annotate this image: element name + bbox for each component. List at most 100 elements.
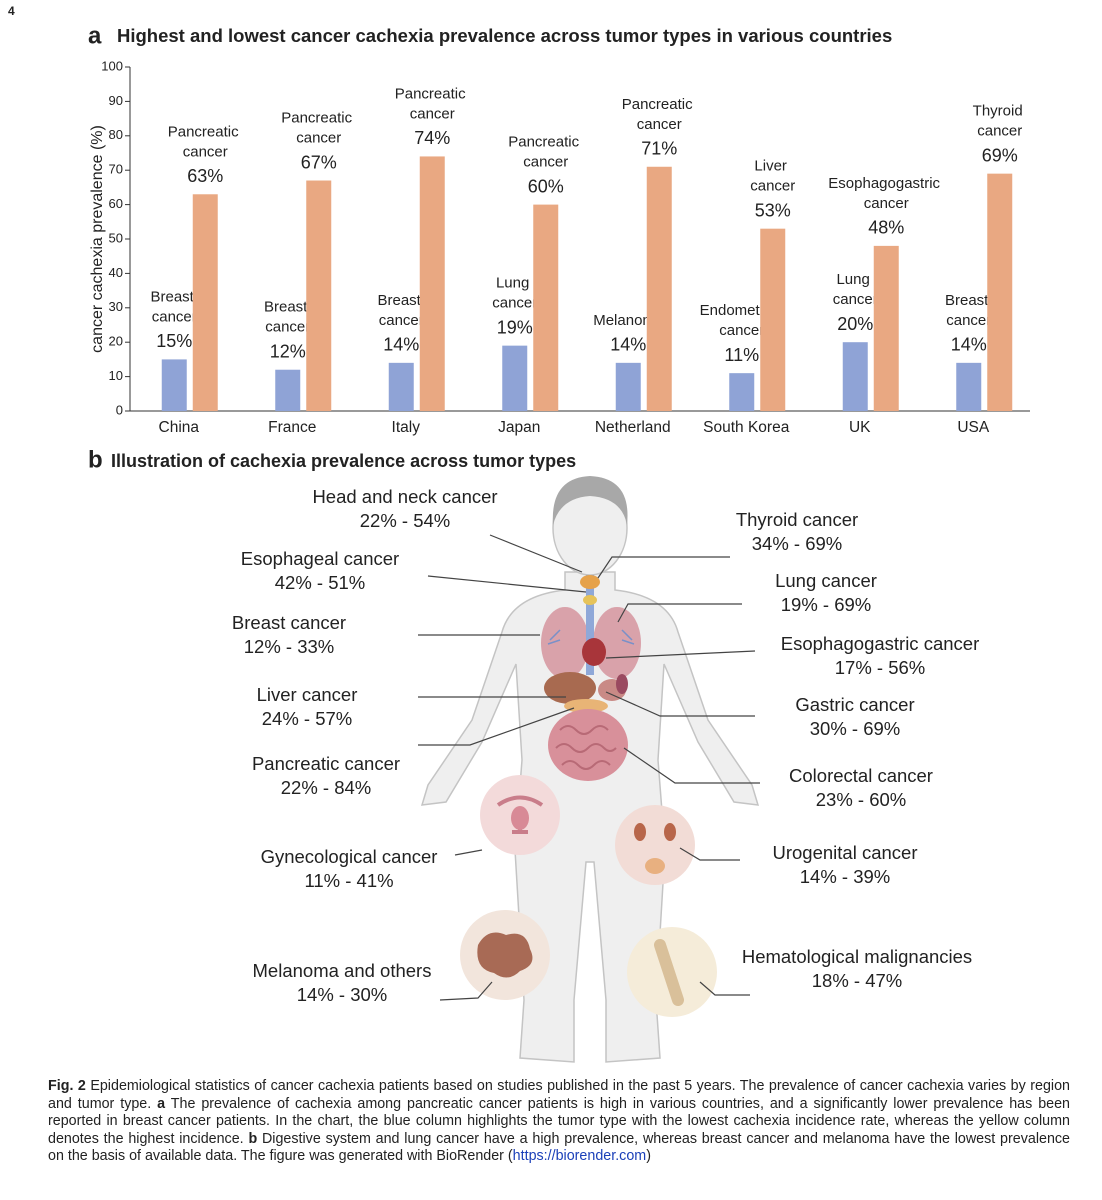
figure: 4 a Highest and lowest cancer cachexia p… [8,4,1030,1063]
prevalence-range: 34% - 69% [752,533,843,554]
tumor-name: Pancreatic cancer [252,753,400,774]
bar [192,194,218,411]
tumor-name: Colorectal cancer [789,765,933,786]
leader-line [679,847,740,861]
y-tick-label: 70 [109,162,123,177]
data-label: 69% [982,145,1018,165]
tumor-label: Breast cancer [377,292,425,329]
data-label: 15% [156,331,192,351]
page-number: 4 [8,4,15,18]
y-tick-label: 90 [109,93,123,108]
x-tick-label: UK [849,419,871,436]
prevalence-range: 17% - 56% [835,657,926,678]
panel-label: b [88,446,103,473]
bar [615,362,641,411]
tumor-label: Pancreatic cancer [281,109,356,146]
data-label: 19% [497,317,533,337]
data-label: 48% [868,218,904,238]
prevalence-range: 19% - 69% [781,594,872,615]
tumor-name: Gynecological cancer [261,846,438,867]
x-tick-label: South Korea [703,419,790,436]
leader-line [623,747,760,784]
prevalence-range: 14% - 30% [297,984,388,1005]
tumor-label: Breast cancer [264,299,312,336]
bar [388,362,414,411]
tumor-label: Pancreatic cancer [168,123,243,160]
data-label: 67% [301,152,337,172]
prevalence-range: 24% - 57% [262,708,353,729]
x-tick-label: France [268,419,316,436]
data-label: 14% [610,335,646,355]
leader-line [418,707,575,746]
leader-line [699,981,750,996]
data-label: 14% [383,335,419,355]
caption-text: Epidemiological statistics of cancer cac… [48,1078,1070,1112]
bar [873,245,899,411]
tumor-label: Breast cancer [150,288,198,325]
y-tick-label: 60 [109,196,123,211]
chart-title: Highest and lowest cancer cachexia preva… [117,25,892,46]
x-tick-label: USA [957,419,990,436]
data-label: 60% [528,176,564,196]
tumor-name: Esophagogastric cancer [781,633,979,654]
tumor-name: Liver cancer [257,684,358,705]
y-tick-label: 20 [109,334,123,349]
y-tick-label: 0 [116,402,123,417]
tumor-label: Pancreatic cancer [508,134,583,171]
bar [419,156,445,411]
tumor-label: Thyroid cancer [973,103,1027,140]
data-label: 74% [414,128,450,148]
tumor-name: Gastric cancer [795,694,914,715]
leader-line [617,603,742,623]
bar [533,204,559,411]
leader-line [597,556,730,579]
bar [956,362,982,411]
caption-panel: a [157,1095,166,1112]
x-tick-label: Italy [392,419,421,436]
prevalence-range: 12% - 33% [244,636,335,657]
caption-link[interactable]: https://biorender.com [512,1148,647,1165]
prevalence-range: 14% - 39% [800,866,891,887]
bar [306,180,332,411]
bar [275,369,301,411]
tumor-name: Head and neck cancer [312,486,497,507]
caption-text: The prevalence of cachexia among pancrea… [48,1095,1071,1147]
leader-line [605,650,756,659]
prevalence-range: 22% - 84% [281,777,372,798]
prevalence-range: 11% - 41% [304,870,393,891]
tumor-name: Hematological malignancies [742,946,972,967]
tumor-label: Melanoma [593,312,664,329]
bar [842,342,868,411]
data-label: 14% [951,335,987,355]
tumor-name: Thyroid cancer [736,509,858,530]
data-label: 20% [837,314,873,334]
tumor-label: Lung cancer [833,271,878,308]
leader-line [454,849,483,856]
tumor-name: Urogenital cancer [773,842,918,863]
tumor-label: Pancreatic cancer [395,85,470,122]
bar [646,166,672,411]
y-tick-label: 40 [109,265,123,280]
panel-label: a [88,22,102,49]
prevalence-range: 30% - 69% [810,718,901,739]
tumor-label: Pancreatic cancer [622,96,697,133]
bar [987,173,1013,411]
illustration-title: Illustration of cachexia prevalence acro… [111,451,576,471]
y-tick-label: 50 [109,230,123,245]
prevalence-range: 18% - 47% [812,970,903,991]
data-label: 11% [724,345,759,365]
leader-line [427,575,587,593]
bar [161,359,187,411]
body-illustration [420,476,760,1063]
y-tick-label: 80 [109,127,123,142]
tumor-label: Breast cancer [945,292,993,329]
tumor-name: Melanoma and others [253,960,432,981]
x-tick-label: China [159,419,200,436]
caption-text: ) [646,1148,651,1165]
prevalence-range: 22% - 54% [360,510,451,531]
bar [729,373,755,411]
tumor-name: Esophageal cancer [241,548,399,569]
tumor-label: Lung cancer [492,275,537,312]
x-tick-label: Netherland [595,419,671,436]
